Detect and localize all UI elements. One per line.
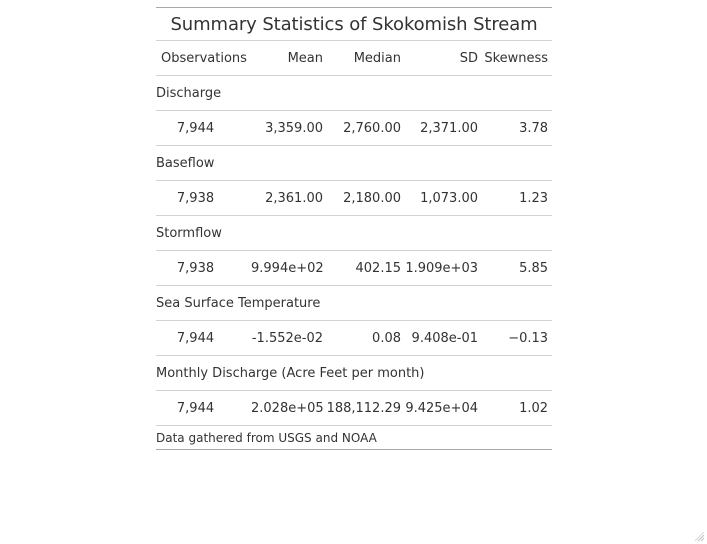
cell-skewness: 5.85: [478, 250, 553, 286]
cell-median: 402.15: [323, 250, 401, 286]
group-label: Sea Surface Temperature: [156, 285, 553, 321]
cell-mean: 2,361.00: [251, 180, 323, 216]
group-row-stormflow: Stormflow: [156, 215, 553, 251]
footnote-row: Data gathered from USGS and NOAA: [156, 425, 553, 450]
cell-mean: 9.994e+02: [251, 250, 324, 286]
cell-skewness: 1.23: [478, 180, 553, 216]
title-row: Summary Statistics of Skokomish Stream: [156, 7, 553, 41]
table-footnote: Data gathered from USGS and NOAA: [156, 425, 553, 450]
table-row: 7,938 9.994e+02 402.15 1.909e+03 5.85: [156, 250, 553, 286]
cell-skewness: 1.02: [478, 390, 553, 426]
cell-sd: 1.909e+03: [401, 250, 478, 286]
cell-observations: 7,944: [156, 110, 251, 146]
cell-sd: 9.425e+04: [401, 390, 478, 426]
table-row: 7,944 -1.552e-02 0.08 9.408e-01 −0.13: [156, 320, 553, 356]
column-header-sd: SD: [401, 40, 478, 76]
table-row: 7,938 2,361.00 2,180.00 1,073.00 1.23: [156, 180, 553, 216]
table-row: 7,944 3,359.00 2,760.00 2,371.00 3.78: [156, 110, 553, 146]
cell-observations: 7,944: [156, 390, 251, 426]
cell-mean: -1.552e-02: [251, 320, 323, 356]
table-title: Summary Statistics of Skokomish Stream: [156, 7, 553, 41]
group-label: Discharge: [156, 75, 553, 111]
group-row-baseflow: Baseflow: [156, 145, 553, 181]
cell-skewness: 3.78: [478, 110, 553, 146]
summary-statistics-table: Summary Statistics of Skokomish Stream O…: [156, 7, 553, 450]
group-row-monthly-discharge: Monthly Discharge (Acre Feet per month): [156, 355, 553, 391]
cell-mean: 2.028e+05: [251, 390, 324, 426]
column-header-skewness: Skewness: [478, 40, 553, 76]
column-header-row: Observations Mean Median SD Skewness: [156, 40, 553, 76]
cell-skewness: −0.13: [478, 320, 553, 356]
cell-observations: 7,944: [156, 320, 251, 356]
cell-median: 0.08: [323, 320, 401, 356]
cell-sd: 2,371.00: [401, 110, 478, 146]
cell-observations: 7,938: [156, 250, 251, 286]
summary-table-container: Summary Statistics of Skokomish Stream O…: [156, 7, 553, 450]
resize-grip-icon[interactable]: [695, 532, 705, 542]
cell-sd: 1,073.00: [401, 180, 478, 216]
group-label: Baseflow: [156, 145, 553, 181]
cell-median: 188,112.29: [323, 390, 401, 426]
column-header-mean: Mean: [251, 40, 323, 76]
cell-observations: 7,938: [156, 180, 251, 216]
cell-median: 2,180.00: [323, 180, 401, 216]
column-header-observations: Observations: [156, 40, 251, 76]
group-row-sea-surface-temperature: Sea Surface Temperature: [156, 285, 553, 321]
cell-sd: 9.408e-01: [401, 320, 478, 356]
group-label: Monthly Discharge (Acre Feet per month): [156, 355, 553, 391]
column-header-median: Median: [323, 40, 401, 76]
table-row: 7,944 2.028e+05 188,112.29 9.425e+04 1.0…: [156, 390, 553, 426]
cell-median: 2,760.00: [323, 110, 401, 146]
group-label: Stormflow: [156, 215, 553, 251]
cell-mean: 3,359.00: [251, 110, 323, 146]
group-row-discharge: Discharge: [156, 75, 553, 111]
